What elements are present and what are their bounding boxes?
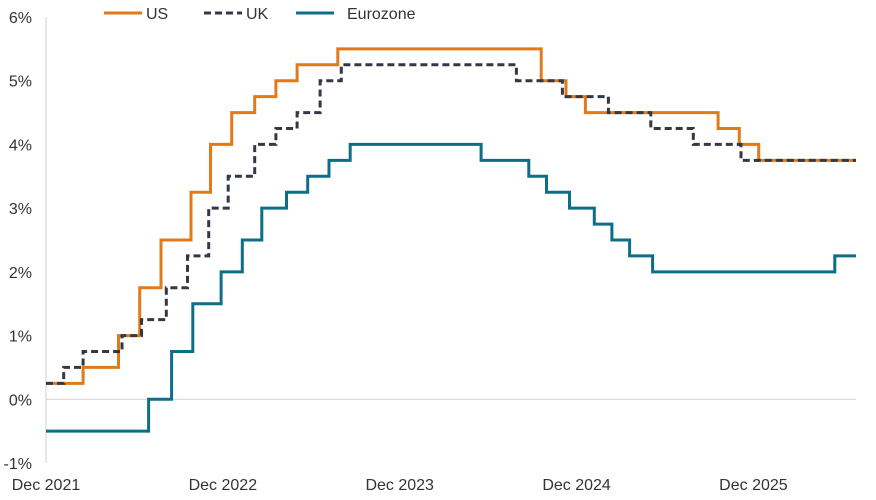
y-tick-label: -1% bbox=[4, 456, 32, 473]
x-tick-label: Dec 2023 bbox=[365, 477, 434, 494]
legend-label-us: US bbox=[146, 6, 168, 23]
legend: US UK Eurozone bbox=[104, 6, 416, 23]
x-tick-label: Dec 2025 bbox=[719, 477, 788, 494]
x-tick-label: Dec 2021 bbox=[12, 477, 81, 494]
y-tick-label: 1% bbox=[9, 329, 32, 346]
x-tick-label: Dec 2024 bbox=[542, 477, 611, 494]
x-tick-label: Dec 2022 bbox=[189, 477, 258, 494]
series-layer bbox=[46, 47, 856, 433]
legend-label-uk: UK bbox=[246, 6, 269, 23]
y-tick-label: 5% bbox=[9, 74, 32, 91]
y-tick-label: 4% bbox=[9, 137, 32, 154]
legend-label-eurozone: Eurozone bbox=[347, 6, 416, 23]
y-tick-label: 3% bbox=[9, 201, 32, 218]
series-line-eurozone bbox=[46, 142, 856, 433]
y-tick-label: 0% bbox=[9, 392, 32, 409]
y-tick-label: 6% bbox=[9, 10, 32, 27]
series-line-us bbox=[46, 47, 856, 385]
series-line-uk bbox=[46, 63, 856, 385]
axes-layer: 6% 5% 4% 3% 2% 1% 0% -1% Dec 2021 Dec 2022 Dec 202… bbox=[4, 10, 856, 494]
y-tick-label: 2% bbox=[9, 265, 32, 282]
